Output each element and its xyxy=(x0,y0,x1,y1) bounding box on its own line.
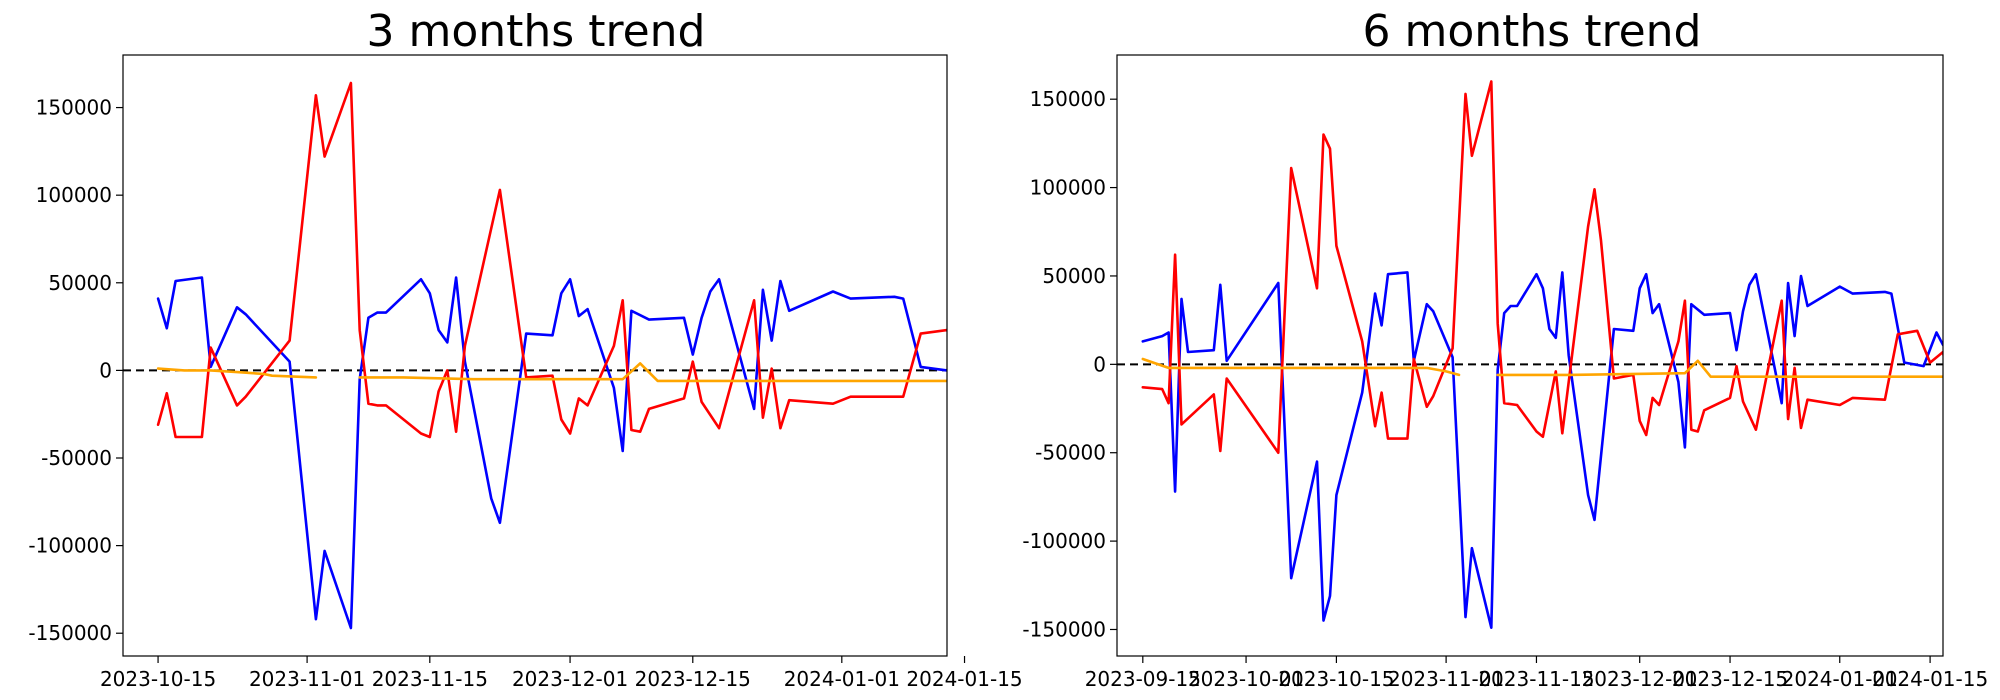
y-tick-label: 150000 xyxy=(36,96,112,120)
series-line-1 xyxy=(1141,271,1943,630)
y-tick-label: 50000 xyxy=(1042,264,1106,288)
chart-title: 3 months trend xyxy=(367,6,706,57)
x-tick-label: 2023-11-01 xyxy=(1388,667,1504,691)
x-tick-label: 2023-11-15 xyxy=(372,667,488,691)
y-tick-label: -150000 xyxy=(1022,617,1106,641)
series-line-3-segment-2 xyxy=(1496,359,1943,379)
y-tick-label: 150000 xyxy=(1030,87,1106,111)
series-line-3-segment-2 xyxy=(358,362,947,383)
x-tick-label: 2023-11-01 xyxy=(249,667,365,691)
chart-title: 6 months trend xyxy=(1363,6,1702,57)
series-line-1 xyxy=(156,276,947,630)
y-tick-label: 50000 xyxy=(48,271,112,295)
plot-area-frame xyxy=(1116,54,1944,657)
x-tick-label: 2023-10-01 xyxy=(1188,667,1304,691)
y-tick-label: -100000 xyxy=(1022,529,1106,553)
chart-panel-6-months: 6 months trend -150000 -100000 -50000 0 5000… xyxy=(1022,6,1988,691)
x-tick-label: 2023-12-15 xyxy=(1672,667,1788,691)
x-tick-label: 2023-12-15 xyxy=(635,667,751,691)
y-tick-label: 0 xyxy=(1093,352,1106,376)
x-tick-label: 2024-01-01 xyxy=(1782,667,1898,691)
x-tick-label: 2023-11-15 xyxy=(1478,667,1594,691)
x-tick-label: 2024-01-15 xyxy=(906,667,1022,691)
series-line-2 xyxy=(1141,80,1943,455)
y-tick-label: -150000 xyxy=(28,621,112,645)
x-tick-label: 2023-12-01 xyxy=(512,667,628,691)
x-tick-label: 2023-12-01 xyxy=(1582,667,1698,691)
y-tick-label: 100000 xyxy=(1030,176,1106,200)
y-tick-label: -50000 xyxy=(41,446,112,470)
y-tick-label: -50000 xyxy=(1035,441,1106,465)
y-tick-label: 100000 xyxy=(36,183,112,207)
series-line-2 xyxy=(156,81,947,439)
y-tick-label: 0 xyxy=(99,358,112,382)
x-tick-label: 2023-09-15 xyxy=(1085,667,1201,691)
series-line-3-segment-1 xyxy=(156,367,318,379)
series-line-3-segment-1 xyxy=(1141,357,1461,377)
x-tick-label: 2023-10-15 xyxy=(1278,667,1394,691)
chart-panel-3-months: 3 months trend -150000 -100000 -50000 0 5000… xyxy=(28,6,1022,691)
x-tick-label: 2024-01-01 xyxy=(784,667,900,691)
y-tick-label: -100000 xyxy=(28,534,112,558)
x-tick-label: 2024-01-15 xyxy=(1872,667,1988,691)
plot-area-frame xyxy=(122,54,948,657)
x-tick-label: 2023-10-15 xyxy=(100,667,216,691)
